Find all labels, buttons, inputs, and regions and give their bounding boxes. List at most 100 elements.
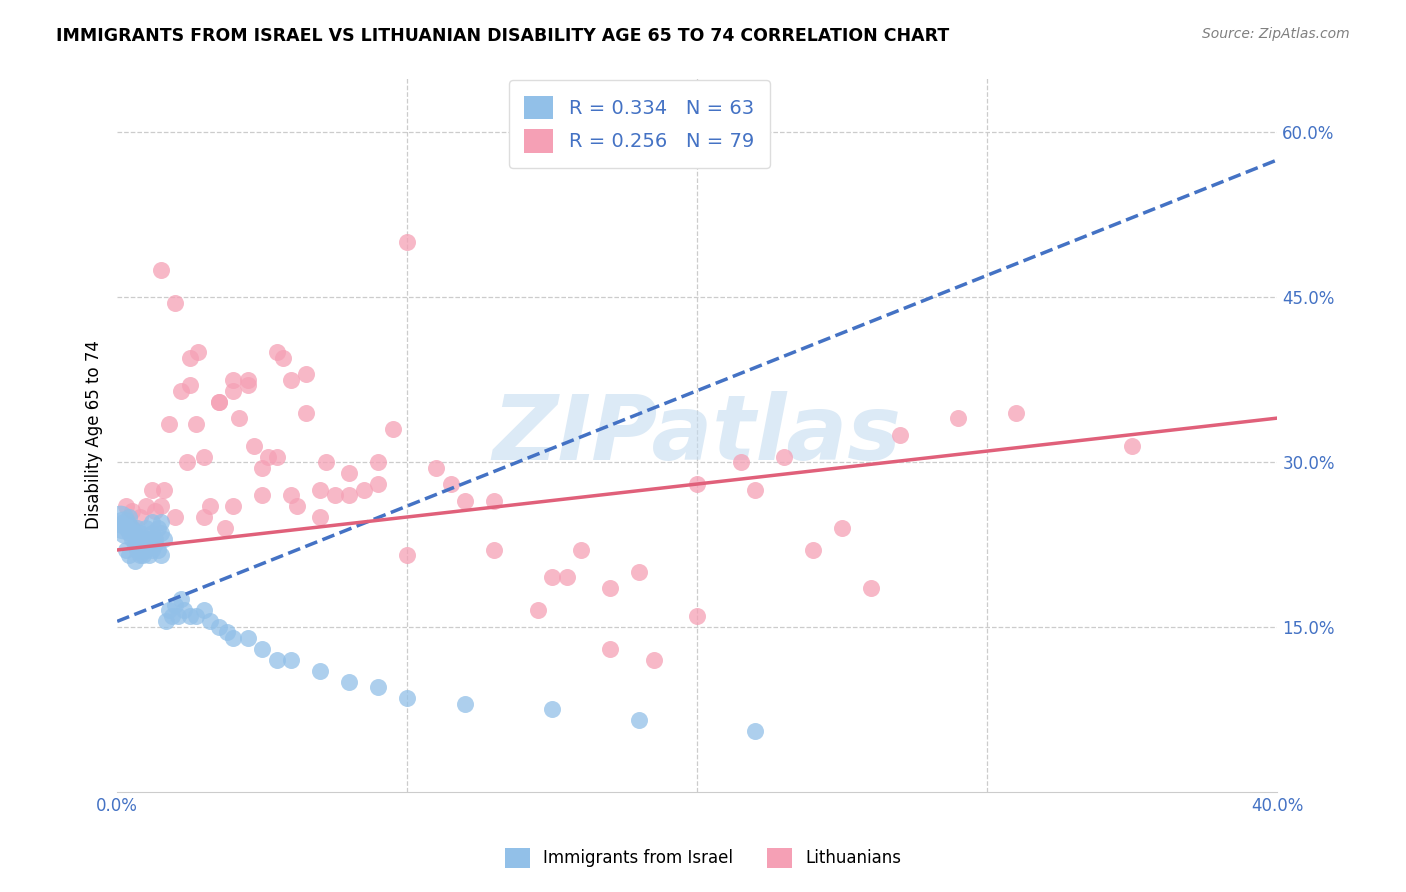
Point (152, 532, 174, 546)
Point (266, 345, 288, 359)
Point (193, 510, 215, 524)
Point (484, 543, 506, 558)
Point (115, 499, 138, 513)
Point (266, 653, 288, 667)
Point (127, 532, 149, 546)
Point (152, 483, 174, 497)
Point (236, 631, 259, 645)
Text: ZIPatlas: ZIPatlas (492, 391, 901, 479)
Point (146, 521, 169, 535)
Point (138, 549, 160, 563)
Point (198, 499, 221, 513)
Point (484, 493, 506, 508)
Point (222, 373, 245, 387)
Y-axis label: Disability Age 65 to 74: Disability Age 65 to 74 (86, 340, 103, 529)
Point (108, 512, 131, 526)
Point (111, 516, 134, 530)
Legend: Immigrants from Israel, Lithuanians: Immigrants from Israel, Lithuanians (498, 841, 908, 875)
Point (353, 483, 375, 497)
Point (294, 406, 316, 420)
Point (208, 394, 231, 409)
Point (184, 417, 207, 431)
Point (135, 499, 157, 513)
Point (396, 691, 419, 706)
Point (157, 603, 180, 617)
Point (250, 488, 273, 502)
Point (948, 411, 970, 425)
Point (541, 702, 564, 716)
Point (179, 351, 201, 365)
Point (146, 543, 169, 558)
Point (149, 526, 172, 541)
Point (337, 466, 360, 480)
Point (280, 653, 302, 667)
Point (173, 603, 195, 617)
Point (323, 488, 346, 502)
Point (129, 526, 152, 541)
Point (149, 516, 172, 530)
Point (132, 537, 155, 551)
Point (208, 620, 231, 634)
Point (222, 631, 245, 645)
Point (860, 582, 883, 596)
Point (121, 521, 143, 535)
Point (381, 422, 404, 436)
Point (170, 384, 193, 398)
Point (124, 554, 146, 568)
Point (526, 603, 548, 617)
Point (337, 488, 360, 502)
Point (170, 592, 193, 607)
Point (599, 582, 621, 596)
Point (222, 499, 245, 513)
Point (115, 521, 138, 535)
Text: Source: ZipAtlas.com: Source: ZipAtlas.com (1202, 27, 1350, 41)
Point (184, 608, 207, 623)
Point (271, 351, 294, 365)
Point (129, 537, 152, 551)
Point (141, 516, 163, 530)
Point (454, 493, 477, 508)
Point (149, 262, 172, 277)
Point (141, 526, 163, 541)
Point (280, 488, 302, 502)
Point (132, 543, 155, 558)
Point (115, 543, 138, 558)
Point (157, 417, 180, 431)
Point (138, 537, 160, 551)
Point (1005, 406, 1028, 420)
Point (138, 532, 160, 546)
Legend: R = 0.334   N = 63, R = 0.256   N = 79: R = 0.334 N = 63, R = 0.256 N = 79 (509, 80, 770, 169)
Point (135, 521, 157, 535)
Point (222, 384, 245, 398)
Point (599, 641, 621, 656)
Point (686, 477, 709, 491)
Point (396, 549, 419, 563)
Point (425, 460, 447, 475)
Point (569, 543, 592, 558)
Text: IMMIGRANTS FROM ISRAEL VS LITHUANIAN DISABILITY AGE 65 TO 74 CORRELATION CHART: IMMIGRANTS FROM ISRAEL VS LITHUANIAN DIS… (56, 27, 949, 45)
Point (121, 504, 143, 518)
Point (315, 455, 337, 469)
Point (127, 521, 149, 535)
Point (193, 450, 215, 464)
Point (187, 345, 209, 359)
Point (396, 235, 419, 250)
Point (141, 543, 163, 558)
Point (337, 674, 360, 689)
Point (555, 570, 578, 584)
Point (143, 504, 166, 518)
Point (541, 570, 564, 584)
Point (889, 427, 911, 442)
Point (135, 532, 157, 546)
Point (179, 608, 201, 623)
Point (228, 411, 250, 425)
Point (730, 455, 752, 469)
Point (773, 450, 796, 464)
Point (266, 450, 288, 464)
Point (141, 483, 163, 497)
Point (309, 510, 332, 524)
Point (831, 521, 853, 535)
Point (250, 460, 273, 475)
Point (162, 608, 184, 623)
Point (257, 450, 280, 464)
